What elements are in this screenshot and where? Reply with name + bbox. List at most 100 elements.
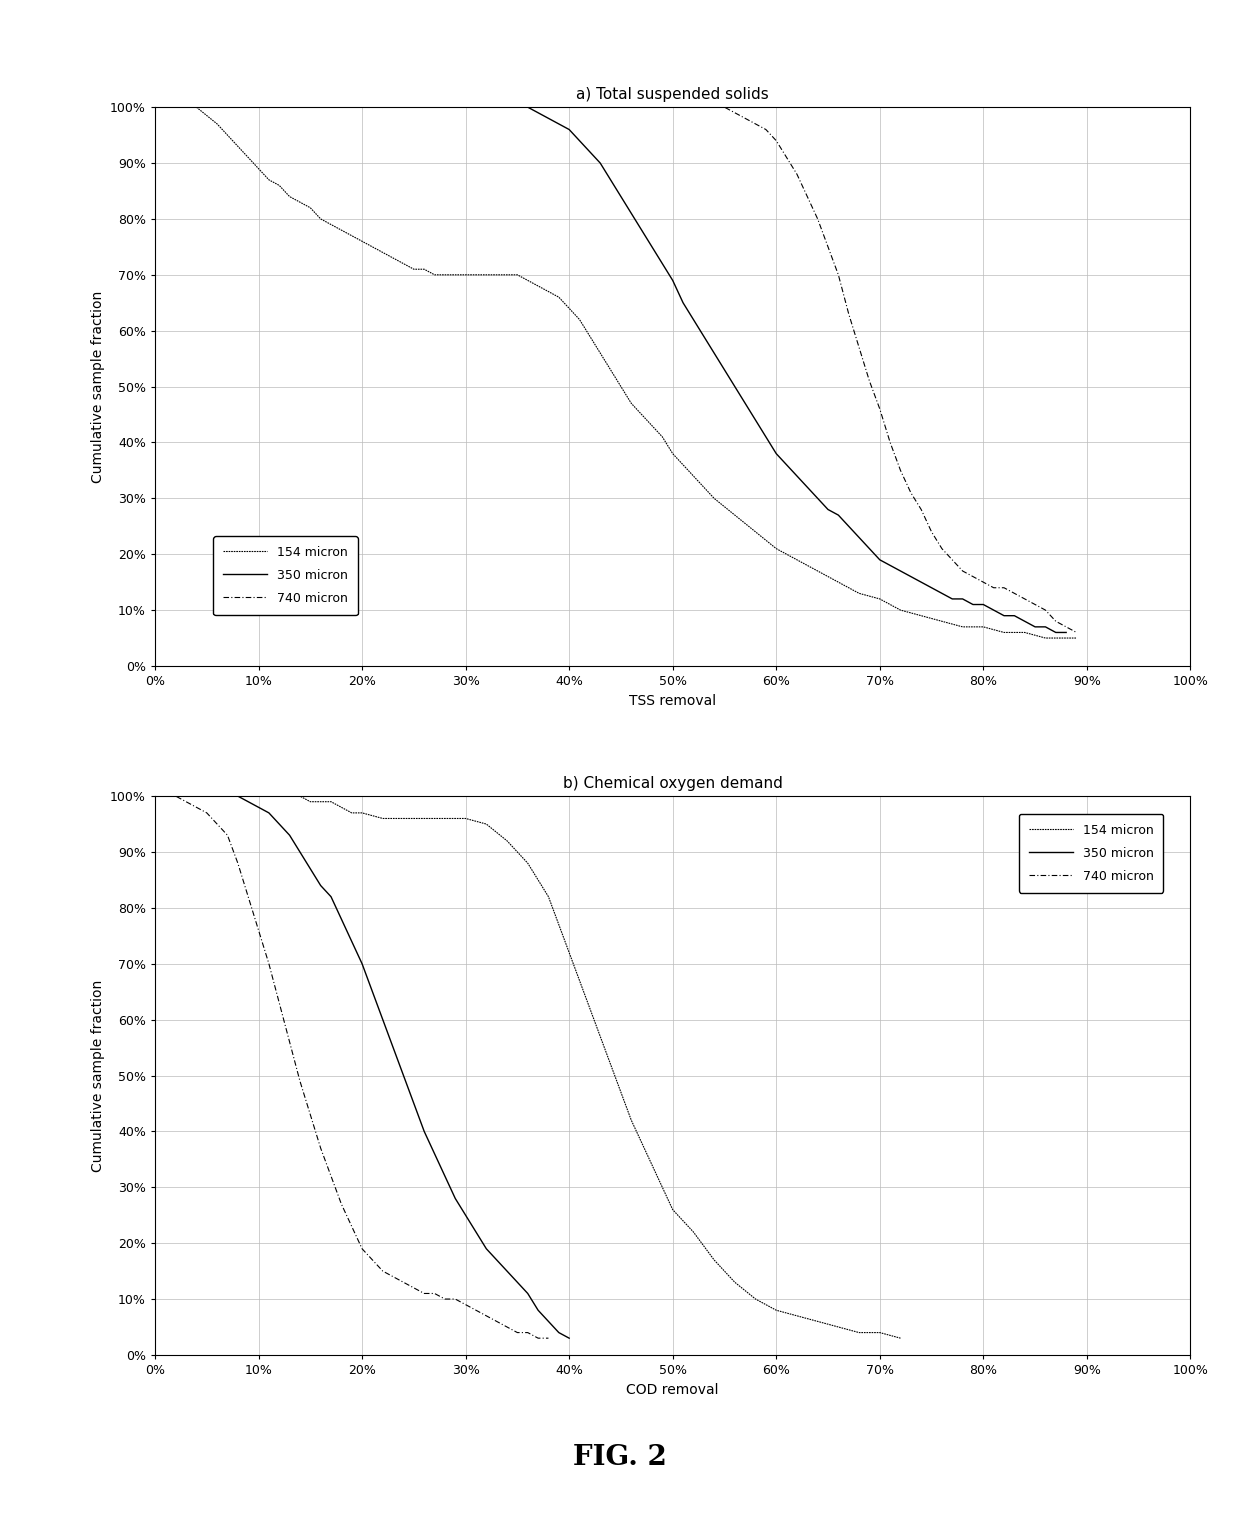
154 micron bbox=[365, 237, 379, 256]
350 micron bbox=[521, 1285, 536, 1303]
740 micron bbox=[490, 1312, 505, 1330]
350 micron bbox=[210, 787, 224, 805]
Title: a) Total suspended solids: a) Total suspended solids bbox=[577, 87, 769, 103]
740 micron bbox=[541, 1329, 556, 1347]
350 micron bbox=[541, 1312, 556, 1330]
740 micron bbox=[262, 955, 277, 974]
154 micron bbox=[272, 787, 286, 805]
Line: 740 micron: 740 micron bbox=[714, 107, 1076, 632]
350 micron bbox=[365, 983, 379, 1001]
740 micron bbox=[728, 104, 743, 122]
350 micron bbox=[438, 1167, 453, 1185]
350 micron bbox=[200, 787, 215, 805]
740 micron bbox=[210, 814, 224, 833]
740 micron bbox=[376, 1262, 391, 1280]
740 micron bbox=[1038, 602, 1053, 620]
740 micron bbox=[748, 115, 763, 133]
Legend: 154 micron, 350 micron, 740 micron: 154 micron, 350 micron, 740 micron bbox=[213, 536, 357, 615]
154 micron bbox=[345, 804, 360, 822]
740 micron bbox=[1069, 623, 1084, 641]
154 micron bbox=[283, 787, 298, 805]
Line: 154 micron: 154 micron bbox=[165, 796, 900, 1338]
740 micron bbox=[479, 1306, 494, 1324]
350 micron bbox=[324, 888, 339, 906]
740 micron bbox=[200, 804, 215, 822]
350 micron bbox=[283, 827, 298, 845]
154 micron bbox=[262, 787, 277, 805]
350 micron bbox=[250, 798, 265, 816]
350 micron bbox=[272, 814, 286, 833]
Title: b) Chemical oxygen demand: b) Chemical oxygen demand bbox=[563, 776, 782, 792]
740 micron bbox=[448, 1289, 463, 1307]
740 micron bbox=[179, 793, 193, 811]
154 micron bbox=[303, 793, 317, 811]
Legend: 154 micron, 350 micron, 740 micron: 154 micron, 350 micron, 740 micron bbox=[1019, 813, 1163, 893]
350 micron bbox=[231, 787, 246, 805]
154 micron bbox=[396, 810, 410, 828]
154 micron bbox=[645, 1156, 660, 1174]
740 micron bbox=[759, 121, 774, 139]
154 micron bbox=[976, 617, 991, 635]
154 micron bbox=[769, 1301, 784, 1320]
740 micron bbox=[1059, 617, 1074, 635]
740 micron bbox=[769, 132, 784, 150]
740 micron bbox=[738, 109, 753, 127]
740 micron bbox=[872, 400, 887, 418]
Y-axis label: Cumulative sample fraction: Cumulative sample fraction bbox=[91, 291, 104, 482]
350 micron bbox=[293, 842, 308, 860]
Line: 740 micron: 740 micron bbox=[165, 796, 548, 1338]
350 micron bbox=[1059, 623, 1074, 641]
740 micron bbox=[1048, 612, 1063, 631]
154 micron bbox=[624, 1112, 639, 1130]
740 micron bbox=[303, 1105, 317, 1124]
740 micron bbox=[188, 798, 203, 816]
154 micron bbox=[188, 98, 203, 116]
350 micron bbox=[562, 1329, 577, 1347]
740 micron bbox=[334, 1194, 348, 1213]
740 micron bbox=[821, 237, 836, 256]
350 micron bbox=[490, 1251, 505, 1269]
740 micron bbox=[469, 1301, 484, 1320]
740 micron bbox=[293, 1072, 308, 1090]
740 micron bbox=[924, 522, 939, 540]
350 micron bbox=[810, 490, 825, 508]
154 micron bbox=[728, 1274, 743, 1292]
350 micron bbox=[407, 1095, 422, 1113]
740 micron bbox=[396, 1274, 410, 1292]
740 micron bbox=[945, 551, 960, 570]
350 micron bbox=[510, 98, 525, 116]
740 micron bbox=[250, 922, 265, 940]
350 micron bbox=[1048, 623, 1063, 641]
154 micron bbox=[686, 1223, 701, 1242]
740 micron bbox=[458, 1295, 472, 1314]
154 micron bbox=[810, 1312, 825, 1330]
154 micron bbox=[438, 810, 453, 828]
154 micron bbox=[314, 793, 329, 811]
350 micron bbox=[458, 1206, 472, 1225]
154 micron bbox=[210, 787, 224, 805]
740 micron bbox=[521, 1323, 536, 1341]
350 micron bbox=[169, 787, 184, 805]
154 micron bbox=[479, 814, 494, 833]
Line: 350 micron: 350 micron bbox=[165, 796, 569, 1338]
154 micron bbox=[1069, 629, 1084, 648]
740 micron bbox=[1007, 585, 1022, 603]
154 micron bbox=[169, 787, 184, 805]
740 micron bbox=[386, 1268, 401, 1286]
154 micron bbox=[250, 159, 265, 178]
350 micron bbox=[355, 955, 370, 974]
740 micron bbox=[707, 98, 722, 116]
154 micron bbox=[521, 854, 536, 873]
350 micron bbox=[179, 787, 193, 805]
154 micron bbox=[1038, 629, 1053, 648]
154 micron bbox=[790, 1306, 805, 1324]
740 micron bbox=[283, 1033, 298, 1052]
350 micron bbox=[448, 1190, 463, 1208]
740 micron bbox=[314, 1139, 329, 1157]
154 micron bbox=[417, 810, 432, 828]
350 micron bbox=[188, 787, 203, 805]
154 micron bbox=[665, 1200, 680, 1219]
350 micron bbox=[376, 1010, 391, 1029]
740 micron bbox=[417, 1285, 432, 1303]
154 micron bbox=[157, 787, 172, 805]
